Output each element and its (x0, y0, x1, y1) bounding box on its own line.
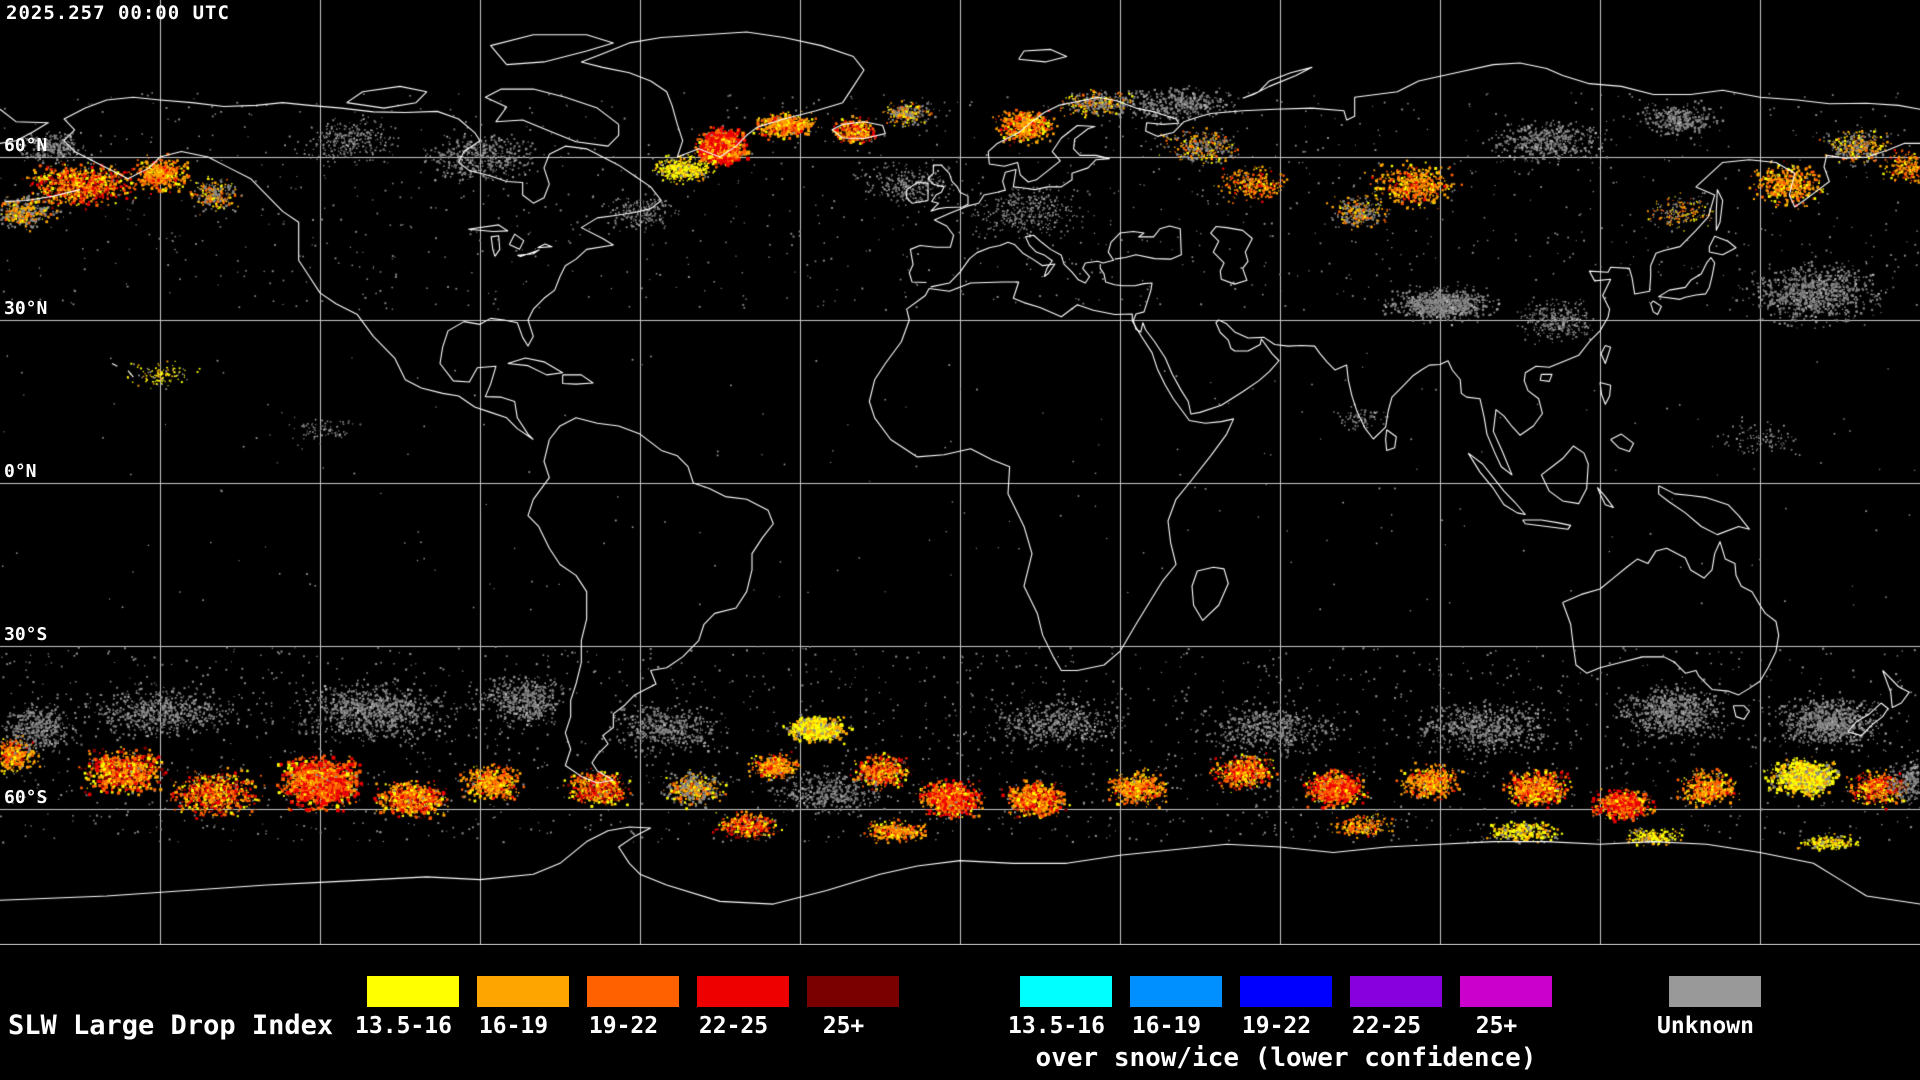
legend-swatch (697, 976, 789, 1007)
legend-range-label: 22-25 (1351, 1013, 1422, 1039)
latitude-label: 30°S (4, 624, 48, 645)
latitude-label: 60°S (4, 787, 48, 808)
legend-swatch (587, 976, 679, 1007)
legend-scale-item: 16-19 (1130, 976, 1222, 1039)
legend-scale-item: 25+ (1460, 976, 1552, 1039)
legend-scale-item: 13.5-16 (355, 976, 459, 1039)
latitude-label: 0°N (4, 461, 37, 482)
legend-swatch (807, 976, 899, 1007)
legend-swatch (477, 976, 569, 1007)
latitude-label: 30°N (4, 298, 48, 319)
latitude-label: 60°N (4, 135, 48, 156)
legend-range-label: 25+ (1475, 1013, 1518, 1039)
legend-swatch (1130, 976, 1222, 1007)
legend-swatch (1240, 976, 1332, 1007)
legend-swatch (1460, 976, 1552, 1007)
legend-swatch (1020, 976, 1112, 1007)
legend-scale-item: 19-22 (1240, 976, 1332, 1039)
legend-swatch (367, 976, 459, 1007)
legend-scale-item: 25+ (807, 976, 899, 1039)
legend-range-label: 25+ (822, 1013, 865, 1039)
legend-swatch (1350, 976, 1442, 1007)
world-map-canvas (0, 0, 1920, 945)
legend-range-label: 22-25 (698, 1013, 769, 1039)
legend-range-label: 13.5-16 (1008, 1013, 1105, 1039)
legend-range-label: 16-19 (478, 1013, 549, 1039)
legend-scale-item: 19-22 (587, 976, 679, 1039)
legend-scale-item: Unknown (1657, 976, 1761, 1039)
legend-scale-item: 16-19 (477, 976, 569, 1039)
legend-scale-liquid: 13.5-16 16-19 19-22 22-25 25+ (355, 976, 899, 1039)
legend-unknown: Unknown (1657, 976, 1761, 1039)
legend-range-label: 19-22 (588, 1013, 659, 1039)
legend-range-label: Unknown (1657, 1013, 1754, 1039)
legend-scale-snow-ice: 13.5-16 16-19 19-22 22-25 25+ (1008, 976, 1552, 1039)
legend-swatch (1669, 976, 1761, 1007)
legend-range-label: 13.5-16 (355, 1013, 452, 1039)
snow-ice-caption: over snow/ice (lower confidence) (1035, 1043, 1537, 1073)
legend-range-label: 19-22 (1241, 1013, 1312, 1039)
legend-scale-item: 22-25 (1350, 976, 1442, 1039)
legend-range-label: 16-19 (1131, 1013, 1202, 1039)
legend-scale-item: 13.5-16 (1008, 976, 1112, 1039)
legend-scale-item: 22-25 (697, 976, 789, 1039)
legend: SLW Large Drop Index 13.5-16 16-19 19-22 22… (0, 945, 1920, 1080)
timestamp: 2025.257 00:00 UTC (6, 2, 230, 24)
legend-title: SLW Large Drop Index (8, 1010, 334, 1041)
